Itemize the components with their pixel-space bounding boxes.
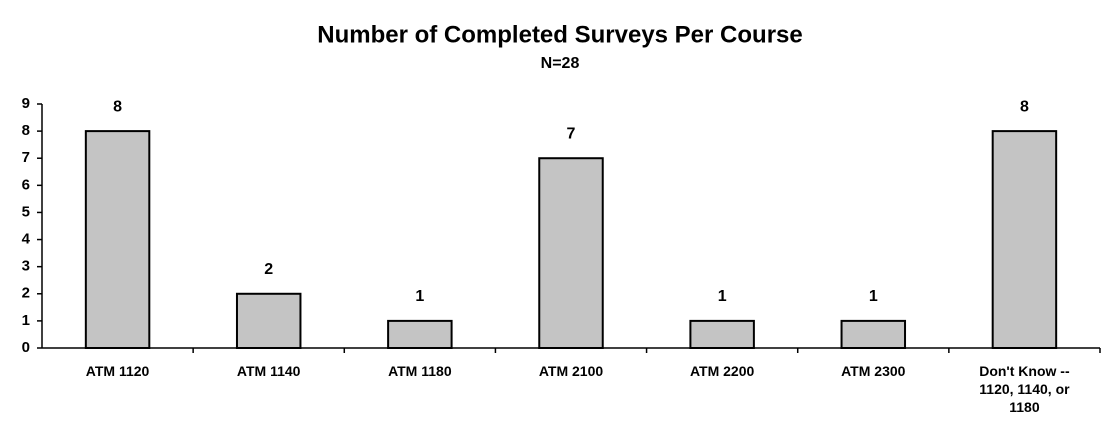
x-tick-label: ATM 1140 <box>236 363 301 379</box>
bar <box>689 319 755 349</box>
y-tick-label: 4 <box>22 231 31 248</box>
data-label: 7 <box>567 125 576 142</box>
bar <box>84 130 151 349</box>
y-tick-label: 2 <box>22 285 30 302</box>
y-tick-label: 5 <box>22 203 30 220</box>
x-tick-label: ATM 2200 <box>689 363 755 379</box>
y-tick-label: 9 <box>22 95 30 112</box>
y-tick-label: 0 <box>22 339 30 356</box>
bar <box>991 130 1058 349</box>
y-tick-label: 1 <box>22 312 30 329</box>
bar <box>840 319 907 349</box>
data-label: 1 <box>869 288 878 305</box>
x-tick-label: ATM 2100 <box>538 363 604 379</box>
y-tick-label: 3 <box>22 258 30 275</box>
y-tick-label: 6 <box>22 176 30 193</box>
bar <box>387 319 453 349</box>
data-label: 8 <box>1020 98 1029 115</box>
bar <box>235 292 302 349</box>
x-tick-label: ATM 1120 <box>85 363 150 379</box>
data-label: 1 <box>415 288 424 305</box>
chart-title: Number of Completed Surveys Per Course <box>317 21 802 48</box>
data-label: 8 <box>113 98 122 115</box>
x-tick-label: Don't Know -- 1120, 1140, or 1180 <box>979 363 1070 415</box>
x-tick-label: ATM 2300 <box>841 363 906 379</box>
y-tick-label: 7 <box>22 149 30 166</box>
data-label: 1 <box>718 288 727 305</box>
x-tick-label: ATM 1180 <box>388 363 452 379</box>
y-tick-label: 8 <box>22 122 30 139</box>
data-label: 2 <box>264 261 273 278</box>
bar <box>538 157 604 349</box>
chart-subtitle: N=28 <box>541 55 580 72</box>
